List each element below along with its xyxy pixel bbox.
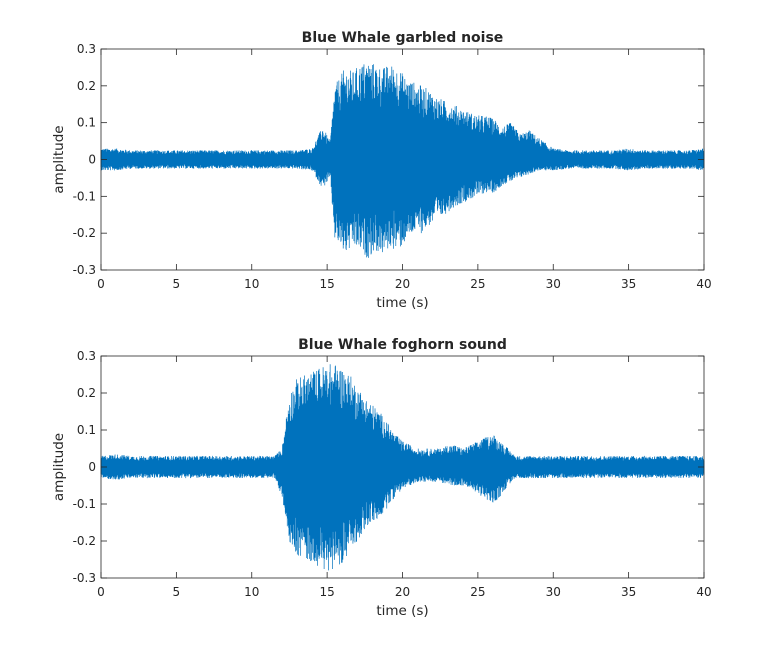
x-tick-label-top: 0 [97, 277, 105, 291]
x-tick-label-bottom: 30 [546, 585, 561, 599]
x-tick-label-bottom: 20 [395, 585, 410, 599]
x-tick-label-top: 20 [395, 277, 410, 291]
tick-labels-top: 0 5 10 15 20 25 30 35 40 -0.3 -0.2 -0.1 0 0.1 0.2 0.3 [73, 42, 712, 291]
y-tick-label-top: 0.1 [77, 116, 96, 130]
y-axis-label-top: amplitude [51, 125, 67, 193]
y-tick-label-bottom: -0.3 [73, 571, 96, 585]
y-tick-label-top: -0.1 [73, 189, 96, 203]
y-tick-label-bottom: 0 [88, 460, 96, 474]
y-tick-label-bottom: 0.3 [77, 349, 96, 363]
x-tick-label-top: 5 [173, 277, 181, 291]
y-tick-label-top: -0.3 [73, 263, 96, 277]
tick-labels-bottom: 0 5 10 15 20 25 30 35 40 -0.3 -0.2 -0.1 0 0.1 0.2 0.3 [73, 349, 712, 599]
x-tick-label-top: 30 [546, 277, 561, 291]
x-axis-label-top: time (s) [376, 295, 428, 311]
axes-box-top [100, 48, 705, 271]
x-tick-label-top: 15 [319, 277, 334, 291]
x-tick-label-bottom: 25 [470, 585, 485, 599]
y-tick-label-top: -0.2 [73, 226, 96, 240]
y-tick-label-top: 0 [88, 153, 96, 167]
signal-trace-top [100, 64, 705, 258]
y-axis-label-bottom: amplitude [51, 433, 67, 501]
x-tick-label-bottom: 40 [696, 585, 711, 599]
chart-title-bottom: Blue Whale foghorn sound [298, 337, 507, 353]
x-tick-label-top: 35 [621, 277, 636, 291]
x-tick-label-bottom: 5 [173, 585, 181, 599]
x-tick-label-top: 40 [696, 277, 711, 291]
y-tick-label-top: 0.3 [77, 42, 96, 56]
x-tick-label-top: 25 [470, 277, 485, 291]
x-tick-label-top: 10 [244, 277, 259, 291]
x-tick-label-bottom: 0 [97, 585, 105, 599]
x-tick-label-bottom: 15 [319, 585, 334, 599]
series-line-bottom-0 [100, 364, 705, 571]
y-tick-label-bottom: 0.1 [77, 423, 96, 437]
y-tick-label-top: 0.2 [77, 79, 96, 93]
y-tick-label-bottom: 0.2 [77, 386, 96, 400]
x-tick-label-bottom: 35 [621, 585, 636, 599]
x-tick-label-bottom: 10 [244, 585, 259, 599]
axes-box-bottom [100, 355, 705, 579]
axes-bottom: 0 5 10 15 20 25 30 35 40 -0.3 -0.2 -0.1 0 0.1 0.2 0.3 B… [51, 337, 712, 619]
y-tick-label-bottom: -0.1 [73, 497, 96, 511]
y-tick-label-bottom: -0.2 [73, 534, 96, 548]
axes-top: 0 5 10 15 20 25 30 35 40 -0.3 -0.2 -0.1 0 0.1 0.2 0.3 B… [51, 30, 712, 311]
x-axis-label-bottom: time (s) [376, 603, 428, 619]
series-line-top-0 [100, 64, 705, 258]
chart-title-top: Blue Whale garbled noise [302, 30, 504, 46]
signal-trace-bottom [100, 364, 705, 571]
